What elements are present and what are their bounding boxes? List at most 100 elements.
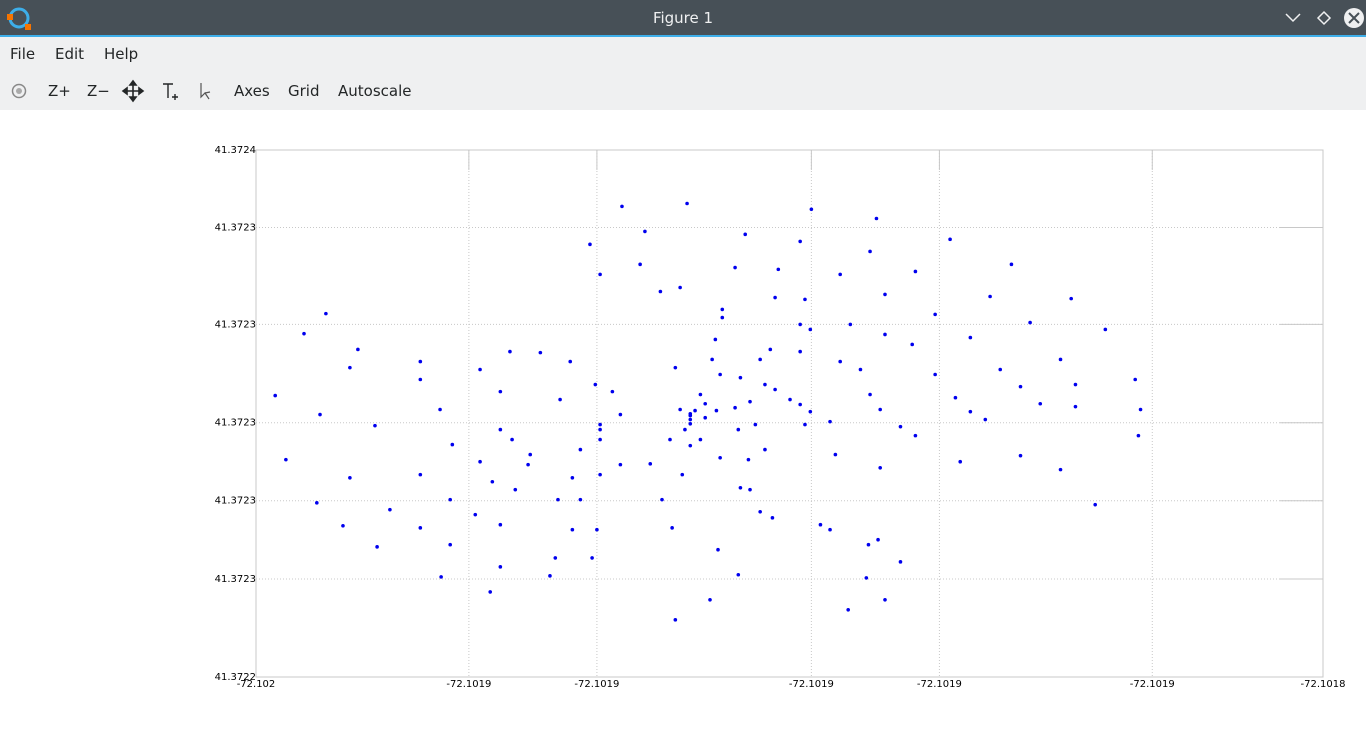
data-point <box>1038 401 1043 406</box>
menu-item[interactable]: Edit <box>55 45 85 63</box>
home-button[interactable] <box>11 83 27 99</box>
data-point <box>341 523 345 528</box>
data-point <box>373 423 377 428</box>
data-point <box>910 342 915 347</box>
x-tick-label: -72.1019 <box>574 679 619 690</box>
data-point <box>913 433 918 438</box>
data-point <box>864 576 869 580</box>
data-point <box>356 347 360 352</box>
menu-item[interactable]: File <box>10 45 36 63</box>
x-tick-label: -72.1019 <box>1130 679 1175 690</box>
zoom-in-button[interactable]: Z+ <box>48 82 71 100</box>
data-point <box>673 618 678 622</box>
data-point <box>673 365 678 370</box>
data-point <box>448 542 452 547</box>
data-point <box>758 509 762 514</box>
data-point <box>868 392 872 397</box>
data-point <box>768 347 773 352</box>
data-point <box>1058 467 1063 472</box>
data-point <box>1093 502 1097 507</box>
data-point <box>883 332 887 337</box>
data-point <box>648 462 653 466</box>
data-point <box>598 472 602 477</box>
y-tick-label: 41.3722 <box>215 672 256 683</box>
data-point <box>638 262 642 267</box>
data-point <box>798 322 802 327</box>
data-point <box>348 365 352 370</box>
data-point <box>716 547 720 552</box>
data-point <box>743 232 748 237</box>
data-point <box>1009 262 1014 267</box>
data-point <box>556 497 560 502</box>
data-point <box>763 447 767 452</box>
data-point <box>968 409 973 414</box>
data-point <box>748 399 752 404</box>
data-point <box>488 590 493 594</box>
data-point <box>1028 320 1032 325</box>
data-point <box>933 372 937 377</box>
data-point <box>738 486 743 490</box>
text-button[interactable] <box>163 83 178 100</box>
data-point <box>1103 327 1108 332</box>
data-point <box>746 457 751 462</box>
toolbar-icons <box>11 79 211 103</box>
data-point <box>988 294 992 299</box>
data-point <box>798 239 802 244</box>
data-point <box>388 507 392 512</box>
y-tick-label: 41.3723 <box>215 496 256 507</box>
data-point <box>498 565 503 569</box>
data-point <box>315 501 319 505</box>
select-button[interactable] <box>200 83 211 100</box>
data-point <box>448 497 452 502</box>
data-point <box>284 457 288 462</box>
data-point <box>680 472 685 477</box>
data-point <box>1018 384 1023 389</box>
window-title: Figure 1 <box>652 9 714 27</box>
minimize-button[interactable] <box>1285 13 1301 23</box>
data-point <box>953 395 958 400</box>
data-point <box>838 359 842 364</box>
data-point <box>570 527 575 532</box>
data-point <box>588 242 592 247</box>
data-point <box>683 427 687 432</box>
close-button[interactable] <box>1344 8 1364 28</box>
data-point <box>528 452 533 457</box>
maximize-button[interactable] <box>1316 10 1332 26</box>
data-point <box>570 475 575 480</box>
pan-button[interactable] <box>121 79 145 103</box>
data-point <box>693 408 697 413</box>
data-point <box>1069 296 1073 301</box>
autoscale-button[interactable]: Autoscale <box>338 82 412 100</box>
data-point <box>748 487 752 492</box>
data-point <box>498 389 503 394</box>
app-icon <box>7 7 31 30</box>
zoom-out-button[interactable]: Z− <box>87 82 110 100</box>
data-point <box>438 407 442 412</box>
data-point <box>1058 357 1063 362</box>
data-point <box>618 462 623 467</box>
data-point <box>618 412 623 417</box>
data-point <box>670 526 674 530</box>
data-point <box>685 201 689 206</box>
data-point <box>439 575 443 579</box>
data-point <box>418 526 423 530</box>
menu-item[interactable]: Help <box>104 45 139 63</box>
data-point <box>688 417 693 422</box>
data-point <box>718 372 722 377</box>
data-point <box>568 359 573 364</box>
grid-button[interactable]: Grid <box>288 82 320 100</box>
data-point <box>660 497 664 502</box>
data-point <box>698 437 703 442</box>
data-point <box>1138 407 1143 412</box>
x-tick-label: -72.1018 <box>1301 679 1346 690</box>
x-tick-label: -72.102 <box>237 679 276 690</box>
data-point <box>958 459 963 464</box>
data-point <box>720 315 725 320</box>
axes-button[interactable]: Axes <box>234 82 270 100</box>
data-point <box>273 393 278 398</box>
data-point <box>478 367 482 372</box>
data-point <box>753 422 758 427</box>
data-point <box>763 382 767 387</box>
data-point <box>718 455 722 460</box>
data-point <box>590 556 594 560</box>
